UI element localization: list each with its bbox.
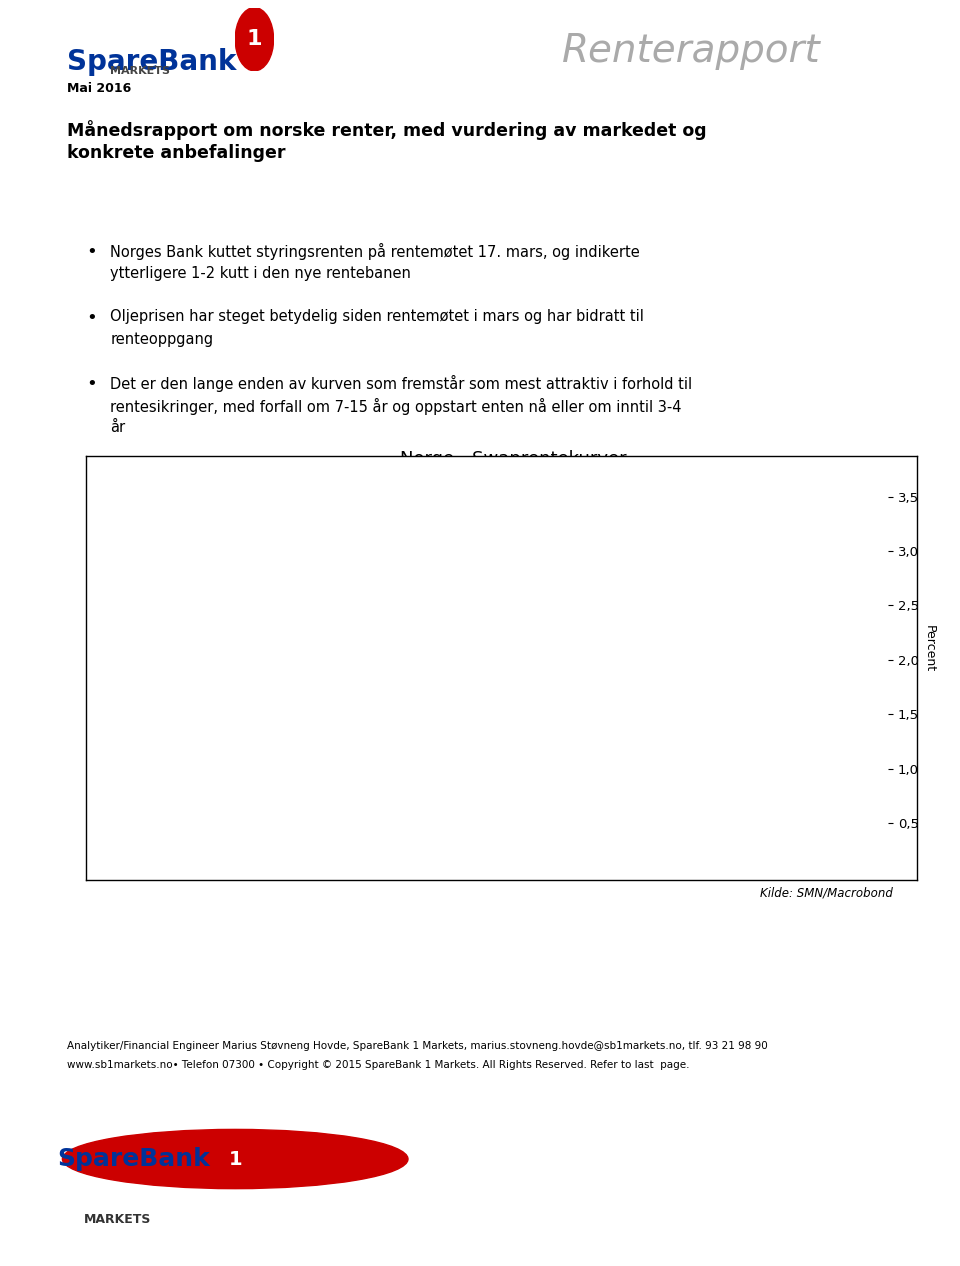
Text: Mai 2016: Mai 2016 (67, 82, 132, 95)
Text: 1: 1 (247, 29, 262, 49)
Text: SpareBank: SpareBank (58, 1147, 210, 1171)
Text: 01.01.2014: 01.01.2014 (368, 591, 439, 604)
Circle shape (235, 8, 274, 71)
Text: MARKETS: MARKETS (84, 1213, 151, 1227)
Text: •: • (86, 243, 97, 261)
Title: Norge - Swaprentekurver: Norge - Swaprentekurver (400, 449, 627, 467)
Text: konkrete anbefalinger: konkrete anbefalinger (67, 144, 286, 162)
X-axis label: Years: Years (496, 849, 531, 863)
Text: Det er den lange enden av kurven som fremstår som mest attraktiv i forhold til: Det er den lange enden av kurven som fre… (110, 375, 692, 391)
Y-axis label: Percent: Percent (88, 625, 102, 672)
Text: SpareBank: SpareBank (67, 48, 236, 76)
Y-axis label: Percent: Percent (923, 625, 935, 672)
Text: Hovedpunkter: Hovedpunkter (75, 172, 203, 190)
Text: Kilde: SMN/Macrobond: Kilde: SMN/Macrobond (760, 886, 893, 899)
Text: renteoppgang: renteoppgang (110, 332, 213, 347)
Text: Renterapport: Renterapport (562, 32, 821, 70)
Text: Analytiker/Financial Engineer Marius Støvneng Hovde, SpareBank 1 Markets, marius: Analytiker/Financial Engineer Marius Stø… (67, 1041, 768, 1051)
Text: www.sb1markets.no• Telefon 07300 • Copyright © 2015 SpareBank 1 Markets. All Rig: www.sb1markets.no• Telefon 07300 • Copyr… (67, 1060, 689, 1070)
Text: ytterligere 1-2 kutt i den nye rentebanen: ytterligere 1-2 kutt i den nye rentebane… (110, 266, 411, 281)
Text: rentesikringer, med forfall om 7-15 år og oppstart enten nå eller om inntil 3-4: rentesikringer, med forfall om 7-15 år o… (110, 398, 682, 414)
Text: •: • (86, 309, 97, 327)
Text: Oljeprisen har steget betydelig siden rentemøtet i mars og har bidratt til: Oljeprisen har steget betydelig siden re… (110, 309, 644, 324)
Text: 1: 1 (228, 1150, 242, 1169)
Text: MARKETS: MARKETS (110, 66, 171, 76)
Text: år: år (110, 420, 126, 436)
Text: Siste observasjon: Siste observasjon (427, 787, 538, 801)
Text: Månedsrapport om norske renter, med vurdering av markedet og: Månedsrapport om norske renter, med vurd… (67, 120, 707, 141)
Text: Norges Bank kuttet styringsrenten på rentemøtet 17. mars, og indikerte: Norges Bank kuttet styringsrenten på ren… (110, 243, 640, 260)
Text: 01.01.2016: 01.01.2016 (293, 787, 364, 801)
Text: •: • (86, 375, 97, 392)
Circle shape (62, 1129, 408, 1189)
